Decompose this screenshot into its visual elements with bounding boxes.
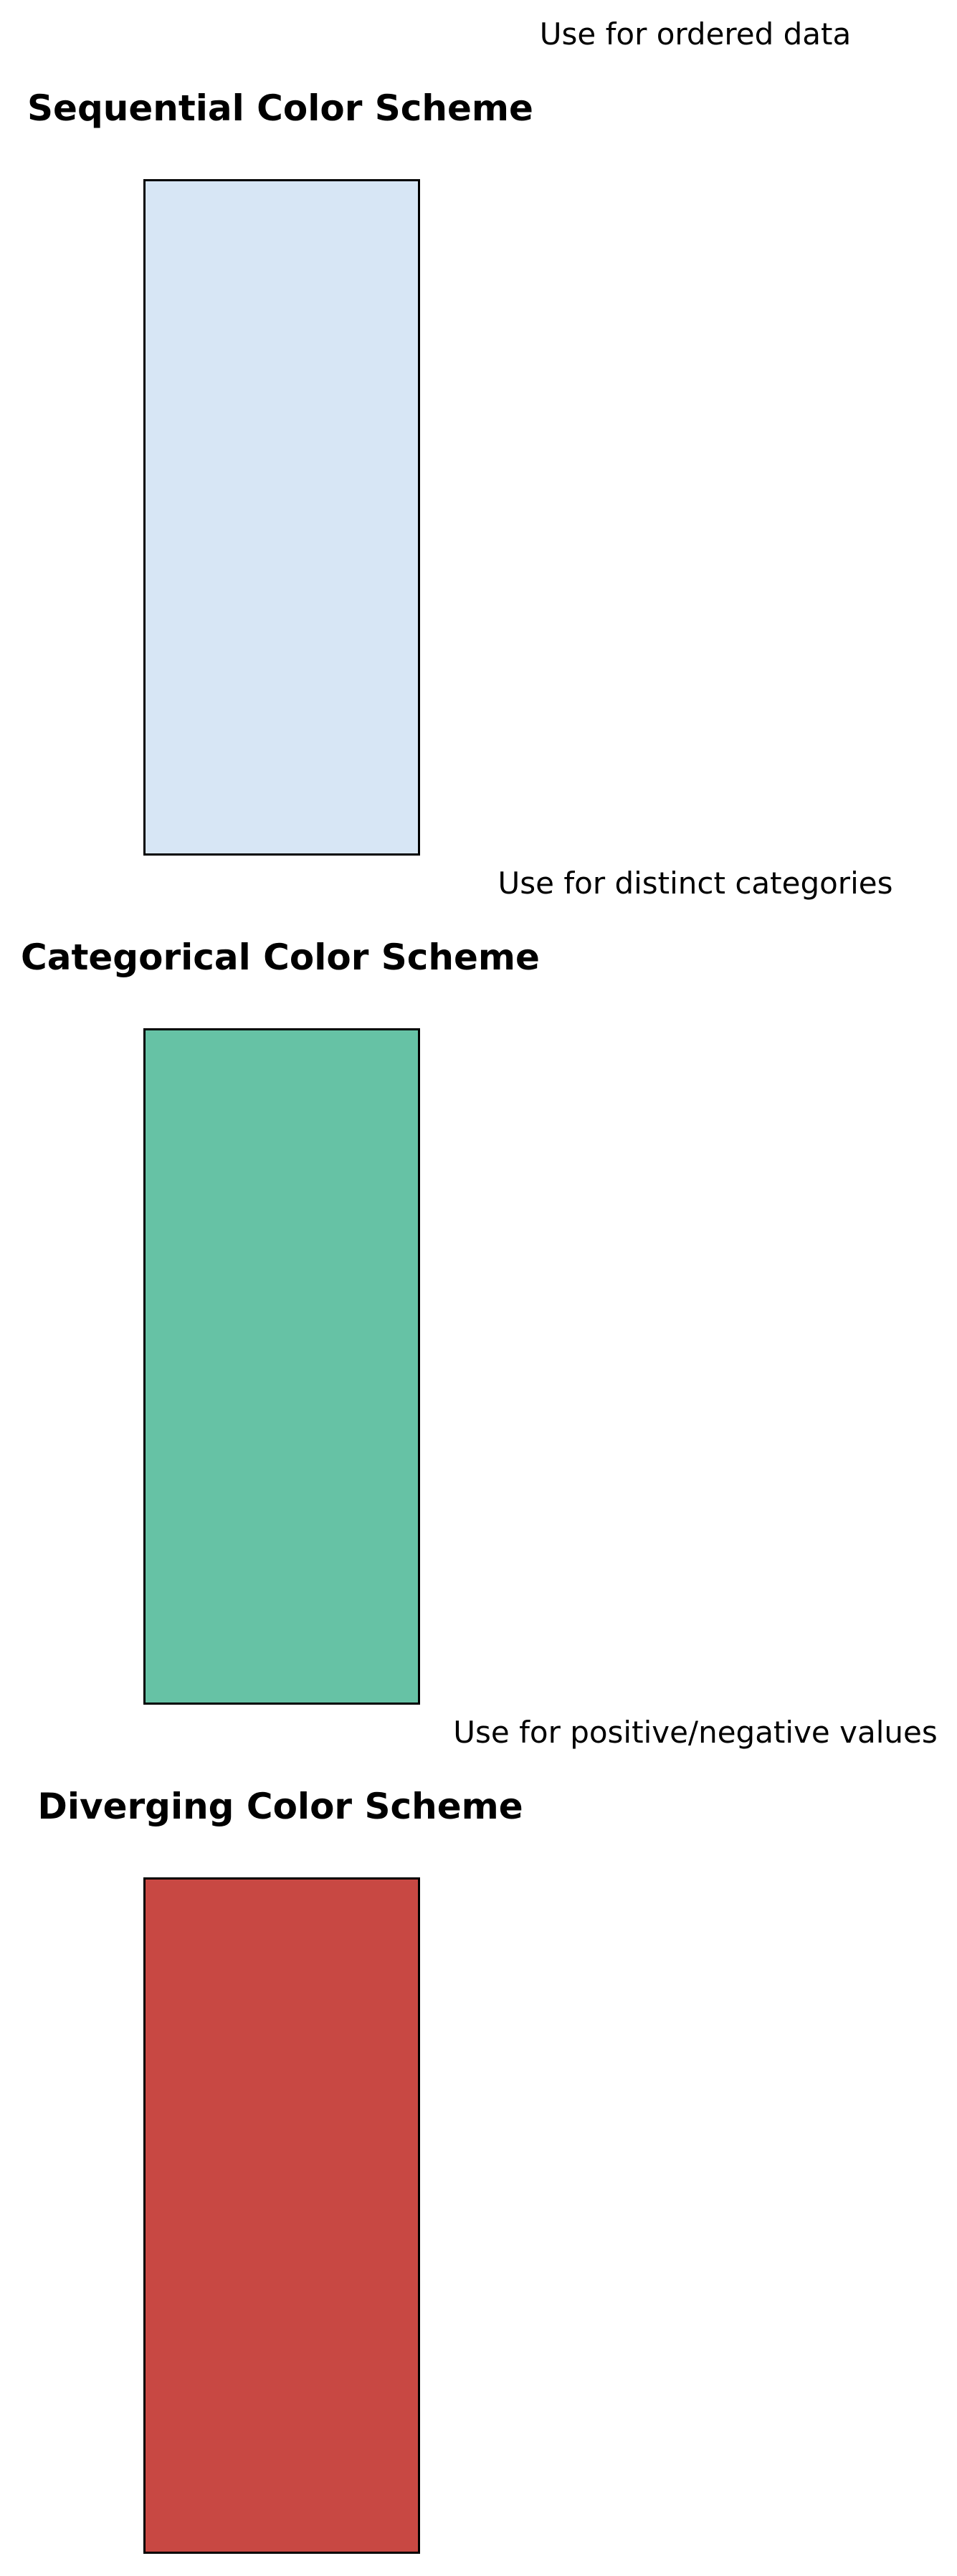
categorical-scheme-panel: Use for distinct categories Categorical …: [0, 849, 957, 1705]
scheme-title: Diverging Color Scheme: [37, 1786, 523, 1827]
diverging-scheme-panel: Use for positive/negative values Divergi…: [0, 1698, 957, 2554]
color-swatch: [143, 1028, 420, 1705]
scheme-usage-note: Use for distinct categories: [497, 866, 893, 901]
scheme-usage-note: Use for positive/negative values: [453, 1715, 938, 1750]
scheme-title: Categorical Color Scheme: [21, 937, 540, 978]
sequential-scheme-panel: Use for ordered data Sequential Color Sc…: [0, 0, 957, 856]
color-swatch: [143, 179, 420, 856]
color-swatch: [143, 1877, 420, 2554]
scheme-title: Sequential Color Scheme: [27, 87, 533, 129]
scheme-usage-note: Use for ordered data: [539, 16, 852, 52]
